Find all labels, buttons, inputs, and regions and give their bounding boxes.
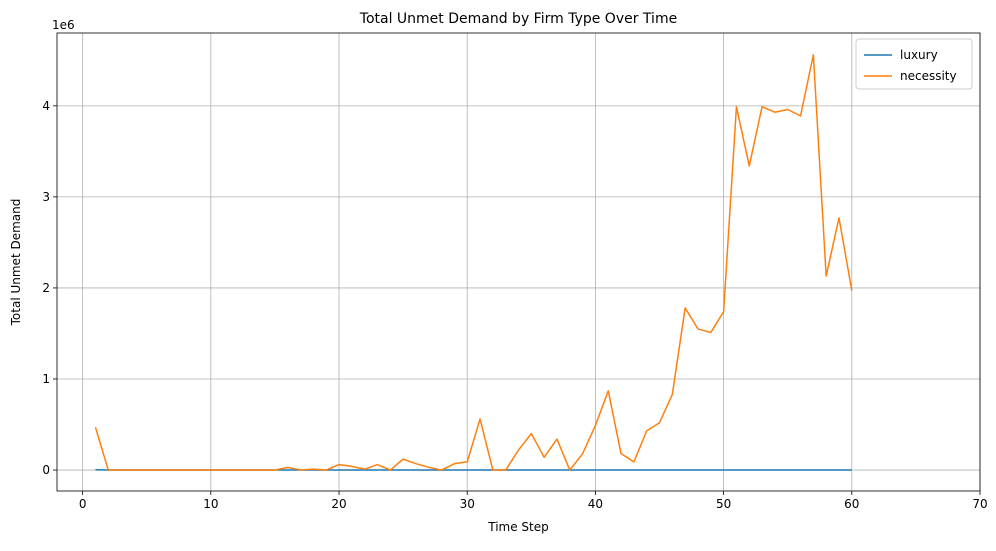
x-tick-label: 60 (844, 497, 859, 511)
x-tick-label: 0 (79, 497, 87, 511)
x-tick-label: 70 (972, 497, 987, 511)
y-tick-label: 0 (42, 463, 50, 477)
x-tick-label: 30 (460, 497, 475, 511)
x-tick-label: 10 (203, 497, 218, 511)
x-axis-label: Time Step (487, 520, 549, 534)
x-tick-label: 50 (716, 497, 731, 511)
chart-title: Total Unmet Demand by Firm Type Over Tim… (359, 11, 677, 27)
y-tick-label: 1 (42, 372, 50, 386)
y-tick-label: 2 (42, 281, 50, 295)
legend: luxury necessity (856, 39, 972, 89)
x-tick-label: 40 (588, 497, 603, 511)
y-tick-label: 3 (42, 190, 50, 204)
y-tick-label: 4 (42, 99, 50, 113)
legend-label-necessity: necessity (900, 69, 957, 83)
x-tick-label: 20 (331, 497, 346, 511)
y-axis-label: Total Unmet Demand (9, 199, 23, 327)
legend-label-luxury: luxury (900, 48, 938, 62)
y-axis-scale-label: 1e6 (52, 18, 75, 32)
